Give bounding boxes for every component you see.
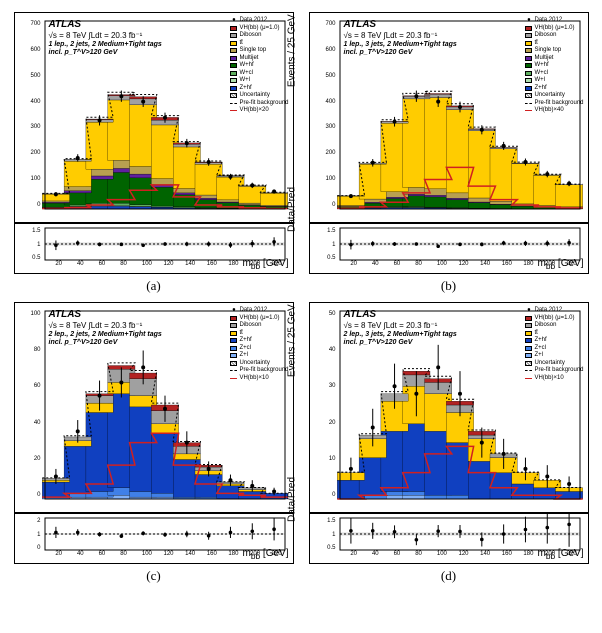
caption-d: (d) (441, 568, 456, 584)
plot-a: 7006005004003002001000Events / 25 GeVATL… (14, 12, 294, 274)
panel-b: 7006005004003002001000Events / 25 GeVATL… (307, 12, 590, 294)
plot-d: 50403020100Events / 25 GeVATLAS√s = 8 Te… (309, 302, 589, 564)
figure-grid: 7006005004003002001000Events / 25 GeVATL… (0, 0, 602, 596)
caption-a: (a) (146, 278, 160, 294)
panel-a: 7006005004003002001000Events / 25 GeVATL… (12, 12, 295, 294)
panel-d: 50403020100Events / 25 GeVATLAS√s = 8 Te… (307, 302, 590, 584)
caption-c: (c) (146, 568, 160, 584)
plot-b: 7006005004003002001000Events / 25 GeVATL… (309, 12, 589, 274)
panel-c: 100806040200Events / 25 GeVATLAS√s = 8 T… (12, 302, 295, 584)
caption-b: (b) (441, 278, 456, 294)
plot-c: 100806040200Events / 25 GeVATLAS√s = 8 T… (14, 302, 294, 564)
